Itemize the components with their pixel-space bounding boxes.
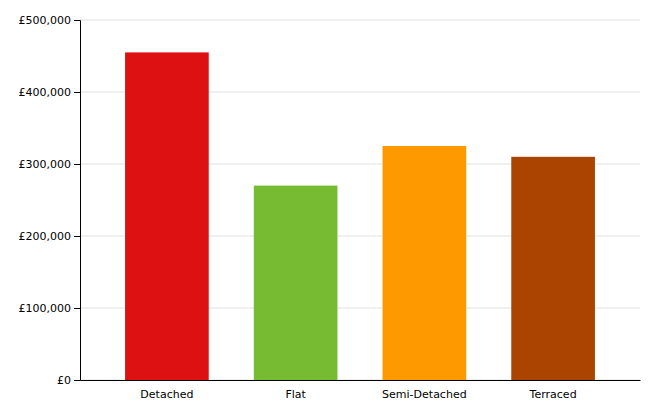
bar: [254, 186, 338, 380]
y-tick: £0: [57, 374, 80, 387]
y-tick-mark: [74, 20, 80, 21]
x-axis-line: [81, 380, 641, 381]
chart: £0 £100,000 £200,000 £300,000 £400,000 £500,0…: [0, 0, 660, 420]
y-axis: £0 £100,000 £200,000 £300,000 £400,000 £500,0…: [19, 14, 81, 387]
x-tick: Terraced: [529, 388, 577, 401]
x-axis: Detached Flat Semi-Detached Terraced: [81, 381, 641, 401]
x-tick: Detached: [140, 388, 193, 401]
y-tick: £100,000: [19, 302, 81, 315]
x-tick-label: Flat: [285, 388, 306, 401]
x-tick-label: Terraced: [529, 388, 577, 401]
x-tick-label: Detached: [140, 388, 193, 401]
y-tick-mark: [74, 236, 80, 237]
y-tick: £500,000: [19, 14, 81, 27]
x-tick: Flat: [285, 388, 306, 401]
y-tick-label: £300,000: [19, 158, 72, 171]
y-tick-label: £500,000: [19, 14, 72, 27]
x-tick-label: Semi-Detached: [382, 388, 467, 401]
bar: [511, 157, 595, 380]
grid-line: [80, 20, 640, 21]
y-tick-mark: [74, 92, 80, 93]
bars: [125, 52, 595, 380]
y-tick-label: £0: [57, 374, 71, 387]
y-tick-mark: [74, 308, 80, 309]
x-tick: Semi-Detached: [382, 388, 467, 401]
y-tick-label: £100,000: [19, 302, 72, 315]
y-tick-label: £200,000: [19, 230, 72, 243]
y-tick: £200,000: [19, 230, 81, 243]
grid: [80, 20, 640, 380]
plot: £0 £100,000 £200,000 £300,000 £400,000 £500,0…: [19, 14, 641, 401]
y-tick-mark: [74, 164, 80, 165]
y-tick-label: £400,000: [19, 86, 72, 99]
y-axis-line: [74, 21, 81, 381]
y-tick: £400,000: [19, 86, 81, 99]
bar: [125, 52, 209, 380]
y-tick: £300,000: [19, 158, 81, 171]
bar: [383, 146, 467, 380]
y-tick-mark: [74, 380, 80, 381]
